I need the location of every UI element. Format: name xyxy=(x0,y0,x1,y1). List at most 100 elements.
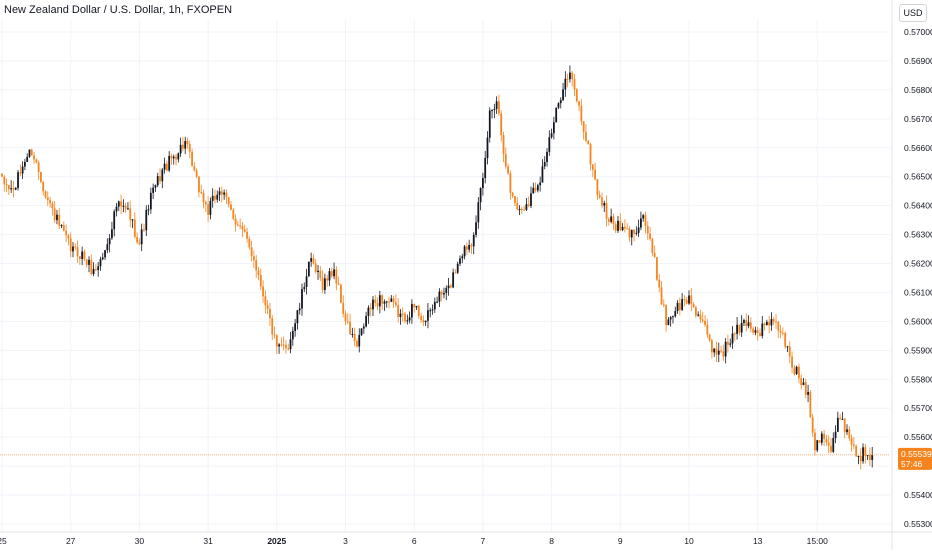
candle-body xyxy=(216,194,219,200)
candle-body xyxy=(704,320,706,325)
candle-body xyxy=(129,208,132,221)
candle-body xyxy=(401,313,404,315)
candle-body xyxy=(388,301,390,303)
candle-body xyxy=(269,308,271,319)
candle-body xyxy=(662,304,665,306)
y-tick-label: 0.56500 xyxy=(904,172,932,182)
candle-body xyxy=(814,432,816,451)
candle-body xyxy=(809,391,812,418)
candle-body xyxy=(30,149,33,156)
candle-body xyxy=(310,258,313,262)
candle-body xyxy=(626,228,629,230)
candle-body xyxy=(678,302,681,310)
candle-body xyxy=(92,269,95,275)
candle-body xyxy=(820,433,823,443)
candle-body xyxy=(220,191,223,195)
candle-body xyxy=(49,199,51,204)
candle-body xyxy=(720,350,722,352)
candle-body xyxy=(26,156,29,162)
candle-body xyxy=(149,192,152,210)
candle-body xyxy=(411,304,413,318)
candle-body xyxy=(807,391,809,395)
candle-body xyxy=(777,321,780,331)
candle-body xyxy=(101,257,104,260)
x-tick-label: 7 xyxy=(481,536,486,546)
candle-body xyxy=(848,429,851,439)
candle-body xyxy=(140,229,143,245)
candle-body xyxy=(731,333,734,344)
candle-body xyxy=(356,341,358,347)
candle-body xyxy=(781,332,784,334)
x-tick-label: 6 xyxy=(412,536,417,546)
candle-body xyxy=(291,330,294,340)
candle-body xyxy=(301,289,303,309)
candle-body xyxy=(422,320,425,323)
y-tick-label: 0.55900 xyxy=(904,345,932,355)
candle-body xyxy=(523,209,526,211)
candle-body xyxy=(585,132,587,141)
candle-body xyxy=(14,187,17,190)
candle-body xyxy=(42,181,45,192)
candle-body xyxy=(186,141,189,145)
candle-body xyxy=(798,366,800,379)
candle-body xyxy=(69,238,72,252)
candle-body xyxy=(33,155,35,160)
candle-body xyxy=(722,351,725,357)
candle-body xyxy=(147,209,150,211)
candle-body xyxy=(65,230,68,236)
candle-body xyxy=(417,305,420,316)
candle-body xyxy=(459,258,461,264)
candle-body xyxy=(711,340,713,353)
candle-body xyxy=(440,291,443,295)
candle-body xyxy=(475,222,477,235)
candle-body xyxy=(511,192,514,197)
candle-body xyxy=(850,438,853,445)
currency-button[interactable]: USD xyxy=(899,4,927,22)
x-tick-label: 10 xyxy=(684,536,694,546)
candle-body xyxy=(122,205,125,207)
candle-body xyxy=(154,185,157,188)
candle-body xyxy=(262,286,264,297)
candle-body xyxy=(449,285,452,288)
candle-body xyxy=(463,246,466,257)
candle-body xyxy=(317,270,319,272)
candle-body xyxy=(786,346,789,348)
candle-body xyxy=(117,201,120,207)
candle-body xyxy=(575,89,578,102)
y-tick-label: 0.55400 xyxy=(904,490,932,500)
x-tick-label: 30 xyxy=(135,536,145,546)
candle-body xyxy=(337,283,340,285)
candle-body xyxy=(504,154,507,167)
candle-body xyxy=(314,263,317,272)
candle-body xyxy=(827,442,830,446)
candle-body xyxy=(58,214,61,226)
candle-body xyxy=(12,188,15,190)
candle-body xyxy=(736,324,738,334)
candle-body xyxy=(745,320,748,327)
candle-body xyxy=(484,158,487,179)
candle-body xyxy=(852,444,855,447)
last-price-value: 0.55539 xyxy=(901,449,932,459)
candle-body xyxy=(488,110,491,138)
candle-body xyxy=(514,196,516,203)
candle-body xyxy=(19,172,22,174)
candle-body xyxy=(431,309,434,311)
candle-body xyxy=(255,260,258,271)
candle-body xyxy=(21,166,24,174)
candle-body xyxy=(358,335,361,347)
candle-body xyxy=(520,209,523,211)
candle-body xyxy=(752,328,755,333)
x-tick-label: 3 xyxy=(343,536,348,546)
candle-body xyxy=(7,185,10,190)
candle-body xyxy=(280,344,283,346)
candle-body xyxy=(365,315,368,327)
candle-body xyxy=(552,122,555,134)
y-tick-label: 0.55800 xyxy=(904,374,932,384)
candle-body xyxy=(218,191,221,195)
candle-body xyxy=(738,324,741,333)
candle-body xyxy=(420,315,422,321)
candle-body xyxy=(381,295,384,304)
